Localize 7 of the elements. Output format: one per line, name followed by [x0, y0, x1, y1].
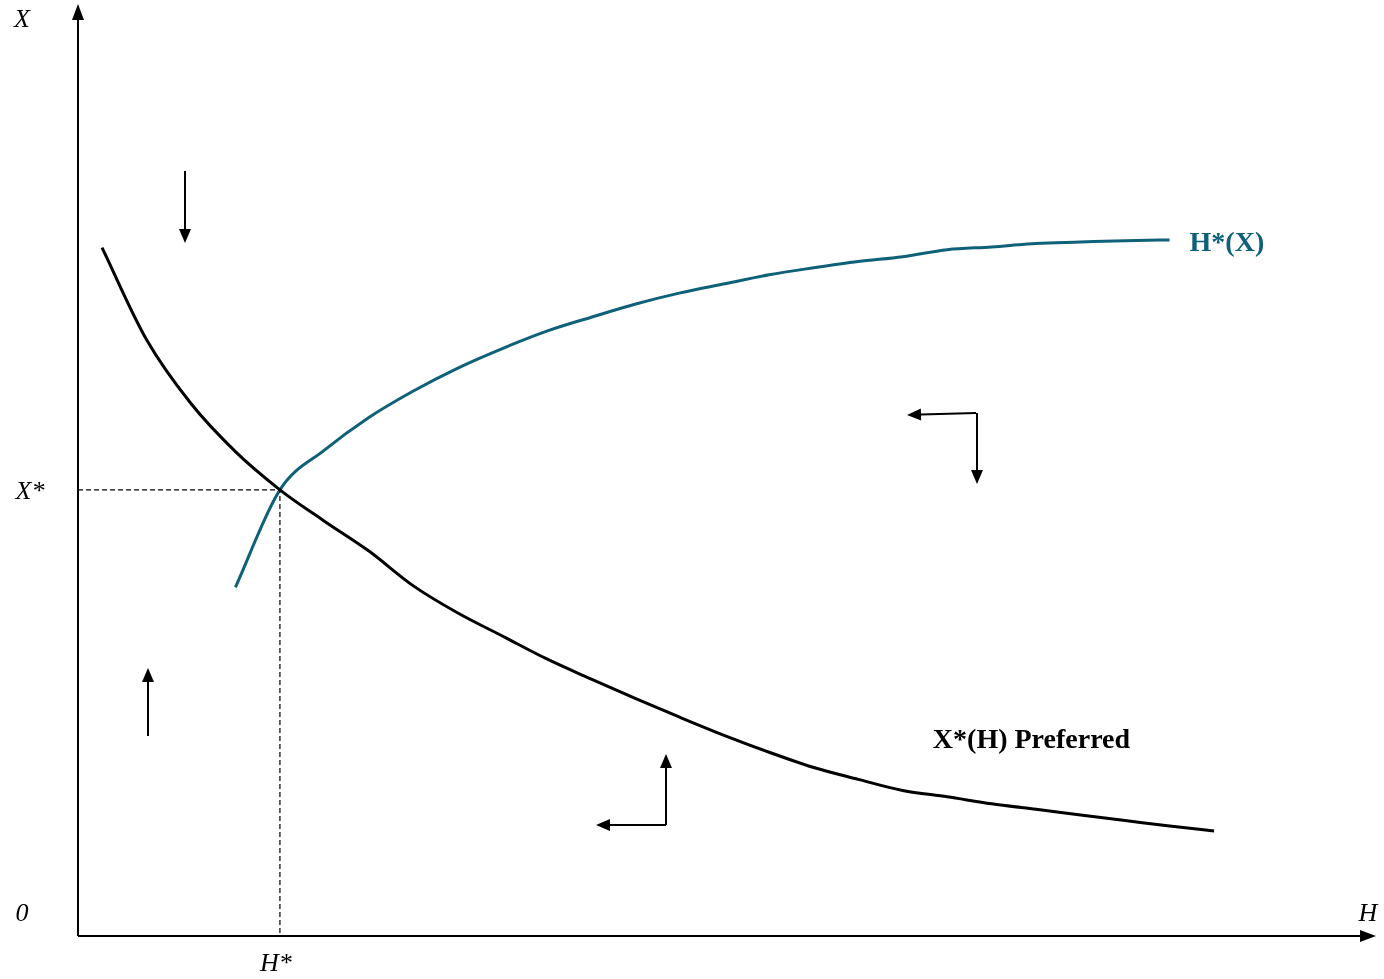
x-axis-title: H — [1357, 897, 1379, 927]
ref-line-label: X* — [14, 475, 45, 505]
series-label: X*(H) Preferred — [932, 723, 1131, 755]
text: H* — [259, 947, 292, 977]
text: X — [13, 3, 32, 33]
text: 0 — [15, 897, 29, 927]
series-label: H*(X) — [1189, 226, 1265, 258]
